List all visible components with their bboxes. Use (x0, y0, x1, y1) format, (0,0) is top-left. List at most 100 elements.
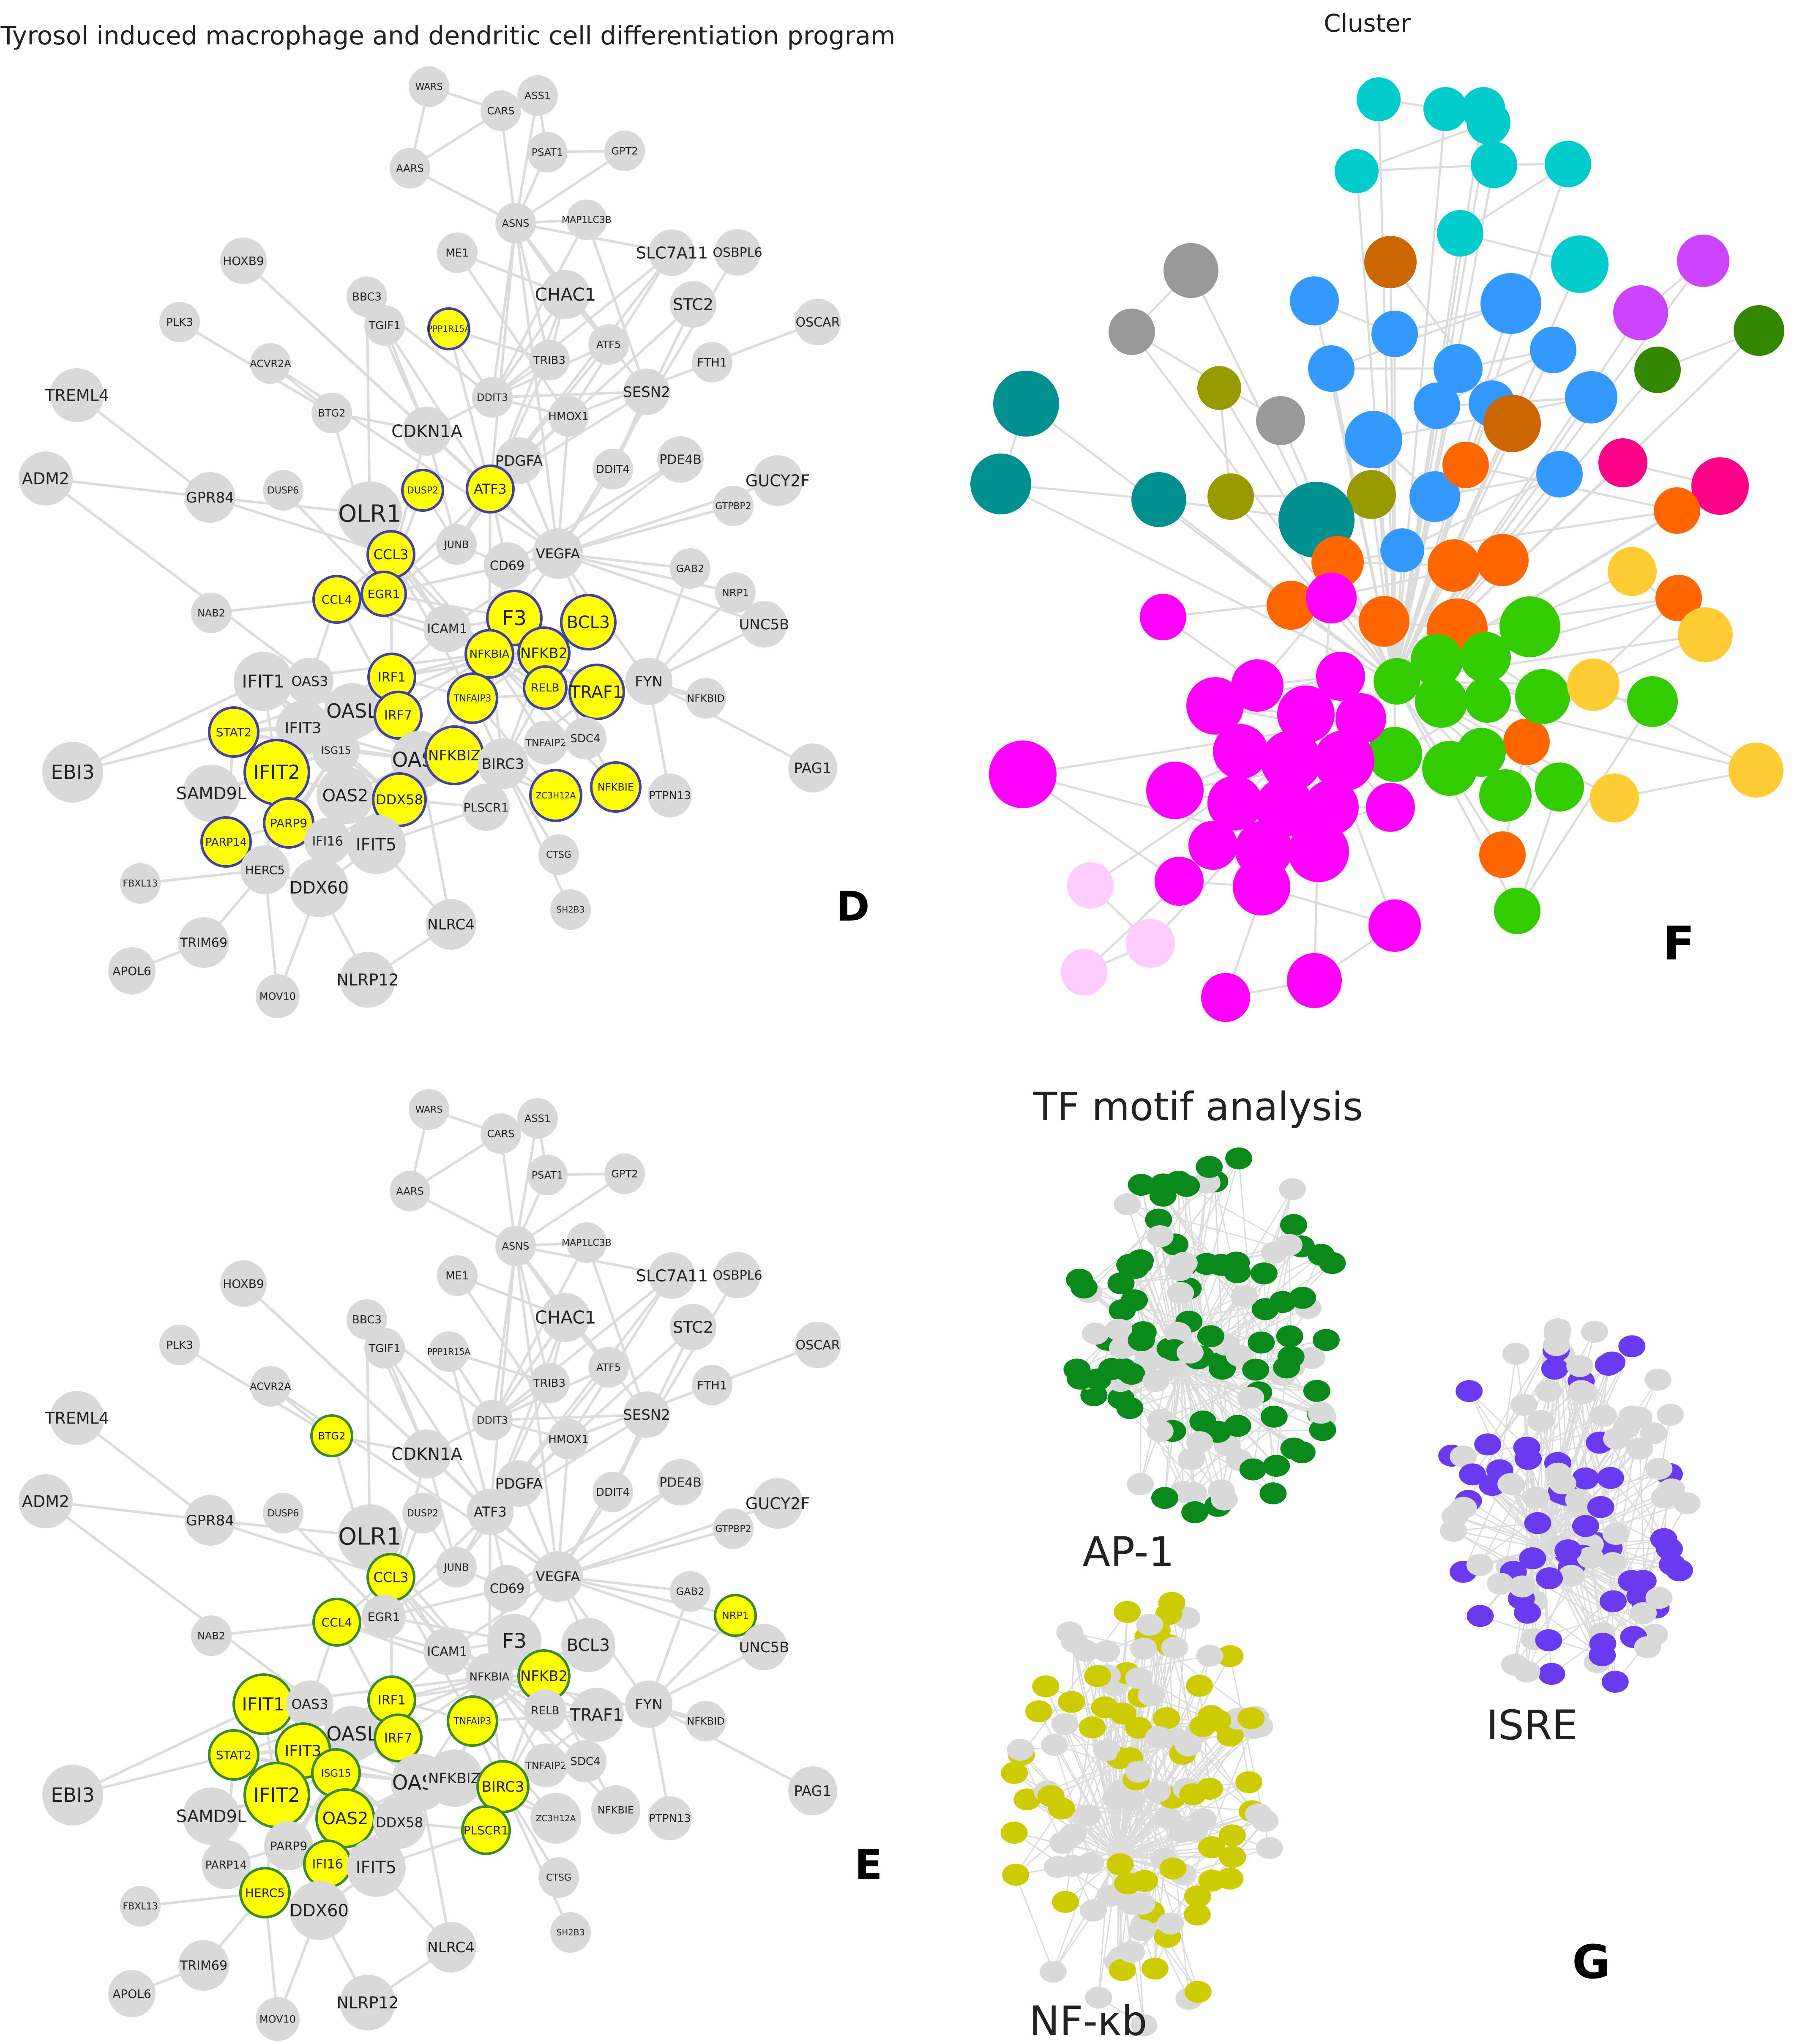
node-label: FTH1 (697, 355, 727, 369)
motif-node-hit (1601, 1670, 1629, 1693)
node-label: PPP1R15A (427, 1347, 470, 1357)
motif-node (1177, 1448, 1205, 1470)
motif-node-hit (1158, 1592, 1185, 1614)
node-label: FBXL13 (123, 879, 158, 889)
gene-node-treml4: TREML4 (44, 1391, 109, 1445)
motif-node (1093, 1739, 1120, 1761)
node-circle (42, 742, 103, 803)
gene-node-treml4: TREML4 (44, 368, 109, 422)
node-circle (529, 340, 570, 380)
node-label: NRP1 (722, 587, 749, 598)
motif-node (1189, 1808, 1217, 1831)
motif-node (1535, 1380, 1562, 1402)
motif-node (1565, 1489, 1592, 1511)
node-label: CCL3 (374, 1569, 409, 1585)
gene-node-nfkb2: NFKB2 (517, 626, 571, 680)
network-edge (456, 1275, 570, 1440)
motif-node (1142, 1369, 1170, 1392)
node-label: SLC7A11 (636, 1266, 708, 1285)
gene-node-sh2b3: SH2B3 (550, 889, 591, 930)
node-label: DDIT4 (596, 1486, 630, 1499)
gene-node-junb: JUNB (436, 524, 477, 565)
network-edge (492, 1413, 647, 1421)
node-circle (529, 1363, 570, 1403)
node-label: FTH1 (697, 1378, 727, 1392)
node-circle (390, 1171, 430, 1211)
node-circle (347, 815, 406, 874)
cluster-node (1188, 821, 1237, 870)
node-label: ASNS (502, 217, 530, 229)
gene-node-cars: CARS (481, 90, 521, 131)
node-circle (517, 1098, 558, 1139)
motif-edge (1021, 1611, 1128, 1755)
node-circle (250, 343, 291, 384)
gene-node-ddit4: DDIT4 (593, 449, 633, 489)
cluster-node (1261, 730, 1322, 791)
node-label: PSAT1 (532, 146, 563, 158)
motif-node-hit (1109, 1702, 1137, 1725)
gene-node-gpt2: GPT2 (604, 1153, 645, 1194)
node-circle (484, 542, 530, 589)
cluster-node (1729, 743, 1783, 798)
node-circle (517, 75, 558, 116)
node-circle (264, 1821, 313, 1870)
node-label: PAG1 (794, 1783, 832, 1800)
gene-node-ifit1: IFIT1 (234, 652, 293, 711)
node-label: CTSG (546, 850, 571, 861)
node-label: TGIF1 (368, 1342, 400, 1355)
motif-node (1157, 1913, 1184, 1935)
node-circle (240, 845, 289, 894)
panel-d-network: Tyrosol induced macrophage and dendritic… (0, 21, 896, 1018)
gene-node-ifit5: IFIT5 (347, 815, 406, 874)
node-circle (108, 947, 156, 995)
node-label: DUSP6 (268, 486, 299, 496)
node-circle (364, 1328, 405, 1369)
panel-f-letter: F (1663, 916, 1694, 970)
gene-node-map1lc3b: MAP1LC3B (562, 1222, 612, 1263)
network-edge (282, 1512, 385, 1618)
node-label: CHAC1 (535, 284, 596, 305)
node-circle (340, 952, 396, 1008)
cluster-node (1515, 669, 1570, 724)
gene-node-pag1: PAG1 (788, 1766, 837, 1815)
motif-edge (1453, 1522, 1538, 1532)
gene-node-nfkbia: NFKBIA (464, 629, 514, 679)
cluster-edge (1516, 701, 1654, 912)
gene-node-tnfaip2: TNFAIP2 (524, 1743, 568, 1787)
node-circle (529, 769, 582, 822)
network-edge (488, 653, 617, 788)
node-label: ISG15 (321, 1767, 351, 1779)
gene-node-adm2: ADM2 (19, 1474, 73, 1528)
panel-d-nodes: WARS CARS ASS1 PSAT1 GPT2 AARS ASNS MAP1LC3B ME1… (19, 66, 841, 1018)
node-label: NFKBIZ (428, 1770, 481, 1787)
gene-node-cd69: CD69 (484, 1565, 530, 1612)
node-label: IFIT2 (254, 1784, 300, 1806)
cluster-node (1411, 634, 1463, 686)
motif-node (1558, 1565, 1585, 1587)
node-circle (560, 594, 617, 650)
node-circle (208, 706, 259, 758)
node-circle (436, 1547, 477, 1588)
gene-node-gucy2f: GUCY2F (746, 1478, 810, 1529)
gene-node-nfkbiz: NFKBIZ (426, 1749, 483, 1807)
gene-node-trib3: TRIB3 (529, 340, 570, 380)
cluster-node (1545, 141, 1591, 187)
motif-node-hit (1572, 1515, 1599, 1537)
network-edge (492, 391, 647, 399)
network-edge (502, 763, 572, 910)
gene-node-btg2: BTG2 (311, 393, 352, 433)
gene-node-irf7: IRF7 (374, 1713, 423, 1763)
node-circle (250, 1366, 291, 1407)
node-label: NFKBID (687, 692, 725, 704)
cluster-node (1598, 438, 1647, 487)
motif-edge (1542, 1547, 1603, 1634)
gene-node-aars: AARS (390, 1171, 430, 1211)
motif-node (1226, 1344, 1253, 1367)
node-label: SH2B3 (557, 904, 585, 915)
node-circle (541, 270, 590, 319)
node-label: PDGFA (495, 1476, 543, 1492)
gene-node-tgif1: TGIF1 (364, 1328, 405, 1369)
motif-node (1590, 1405, 1617, 1427)
node-circle (566, 1222, 607, 1263)
node-label: GPR84 (186, 489, 234, 506)
